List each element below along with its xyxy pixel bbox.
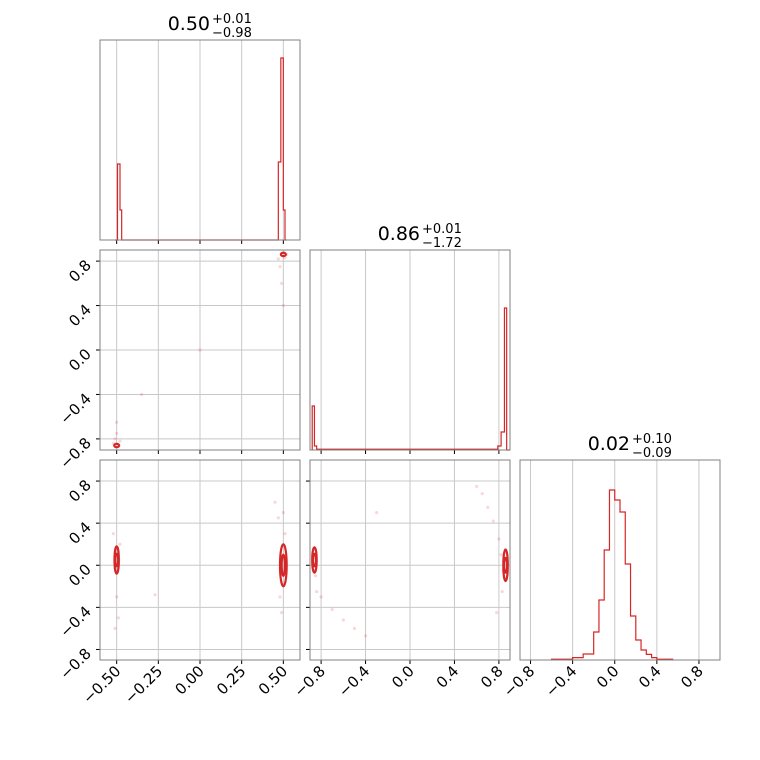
- x-tick-label: −0.4: [542, 662, 580, 700]
- sample-point: [281, 303, 285, 308]
- sample-point: [115, 595, 119, 599]
- x-tick-label: 0.25: [213, 662, 249, 698]
- sample-point: [278, 265, 282, 269]
- x-tick-label: 0.8: [677, 662, 707, 692]
- sample-point: [352, 626, 357, 631]
- panel-frame: [309, 459, 511, 661]
- sample-point: [115, 420, 119, 424]
- sample-point: [313, 574, 318, 578]
- y-tick-label: 0.0: [65, 345, 95, 375]
- x-tick-label: 0.4: [433, 662, 463, 692]
- panel-title-median: 0.02: [588, 433, 630, 455]
- y-tick-label: 0.4: [65, 301, 95, 331]
- sample-point: [118, 542, 122, 546]
- sample-point: [283, 532, 287, 536]
- sample-point: [113, 437, 117, 441]
- y-tick-label: −0.8: [56, 645, 94, 683]
- sample-point: [273, 500, 277, 504]
- x-tick-label: −0.50: [79, 662, 124, 707]
- x-tick-label: −0.8: [500, 662, 538, 700]
- y-tick-label: 0.0: [65, 560, 95, 590]
- sample-point: [153, 593, 157, 597]
- x-tick-label: 0.50: [255, 662, 291, 698]
- sample-point: [486, 505, 490, 509]
- sample-point: [480, 492, 484, 496]
- sample-point: [500, 589, 504, 594]
- panel-title-lower-error: −1.72: [422, 236, 462, 251]
- y-tick-label: 0.4: [65, 518, 95, 548]
- panel-title-upper-error: +0.01: [422, 222, 462, 237]
- panel-title-upper-error: +0.01: [212, 12, 252, 27]
- y-tick-label: 0.8: [65, 476, 95, 506]
- panel-title-median: 0.86: [378, 223, 420, 245]
- panel-frame: [99, 39, 301, 241]
- panel-title-lower-error: −0.09: [632, 446, 672, 461]
- panel-frame: [519, 459, 721, 661]
- histogram-step-line: [115, 57, 287, 241]
- sample-point: [341, 618, 345, 622]
- sample-point: [116, 616, 120, 620]
- y-tick-label: −0.4: [56, 602, 94, 640]
- y-tick-label: −0.4: [56, 390, 94, 428]
- y-tick-label: −0.8: [56, 434, 94, 472]
- sample-point: [475, 484, 479, 488]
- sample-point: [281, 511, 285, 515]
- density-contour: [278, 543, 288, 588]
- panel-title-lower-error: −0.98: [212, 26, 252, 41]
- histogram-panel-3: −0.8 −0.4 0.0 0.4 0.8 0.02 +0.10−0.09: [500, 432, 721, 701]
- x-tick-label: 0.0: [593, 662, 623, 692]
- panel-title-upper-error: +0.10: [632, 432, 672, 447]
- panel-frame: [99, 459, 301, 661]
- sample-point: [363, 634, 368, 638]
- histogram-panel-2: 0.86 +0.01−1.72: [309, 222, 511, 454]
- histogram-panel-1: 0.50 +0.01−0.98: [99, 12, 301, 244]
- sample-point: [198, 348, 202, 352]
- histogram-step-line: [311, 307, 510, 451]
- density-contour: [502, 556, 509, 574]
- sample-point: [278, 595, 282, 599]
- sample-point: [280, 281, 284, 285]
- pair-panel-2-3: −0.8 −0.4 0.0 0.4 0.8: [290, 459, 511, 701]
- x-tick-label: 0.4: [635, 662, 665, 692]
- density-contour: [113, 442, 121, 449]
- panel-frame: [309, 249, 511, 451]
- density-contour: [279, 251, 287, 258]
- y-tick-label: 0.8: [65, 256, 95, 286]
- sample-point: [140, 392, 144, 397]
- density-contour: [114, 552, 120, 568]
- sample-point: [375, 511, 379, 515]
- sample-point: [115, 431, 119, 435]
- sample-point: [491, 519, 495, 523]
- panel-title-median: 0.50: [168, 13, 210, 35]
- sample-point: [118, 439, 122, 443]
- x-tick-label: −0.4: [335, 662, 373, 700]
- sample-point: [315, 589, 319, 594]
- x-tick-label: −0.8: [290, 662, 328, 700]
- x-tick-label: 0.00: [171, 662, 207, 698]
- x-tick-label: −0.25: [121, 662, 166, 707]
- x-tick-label: 0.0: [388, 662, 418, 692]
- sample-point: [113, 626, 117, 631]
- panel-frame: [99, 249, 301, 451]
- sample-point: [319, 595, 323, 599]
- sample-point: [330, 607, 334, 612]
- density-contour: [280, 553, 287, 577]
- sample-point: [497, 537, 501, 541]
- sample-point: [280, 611, 284, 615]
- sample-point: [495, 611, 499, 615]
- density-contour: [311, 552, 318, 568]
- sample-point: [499, 553, 503, 557]
- pair-panel-1-3: −0.50−0.25 0.00 0.25 0.50 −0.8 −0.4 0.0 0.4 0.8: [56, 459, 301, 707]
- pair-panel-1-2: −0.8 −0.4 0.0 0.4 0.8: [56, 249, 301, 472]
- sample-point: [276, 257, 280, 261]
- sample-point: [111, 532, 115, 536]
- histogram-step-line: [550, 489, 674, 660]
- sample-point: [276, 516, 280, 520]
